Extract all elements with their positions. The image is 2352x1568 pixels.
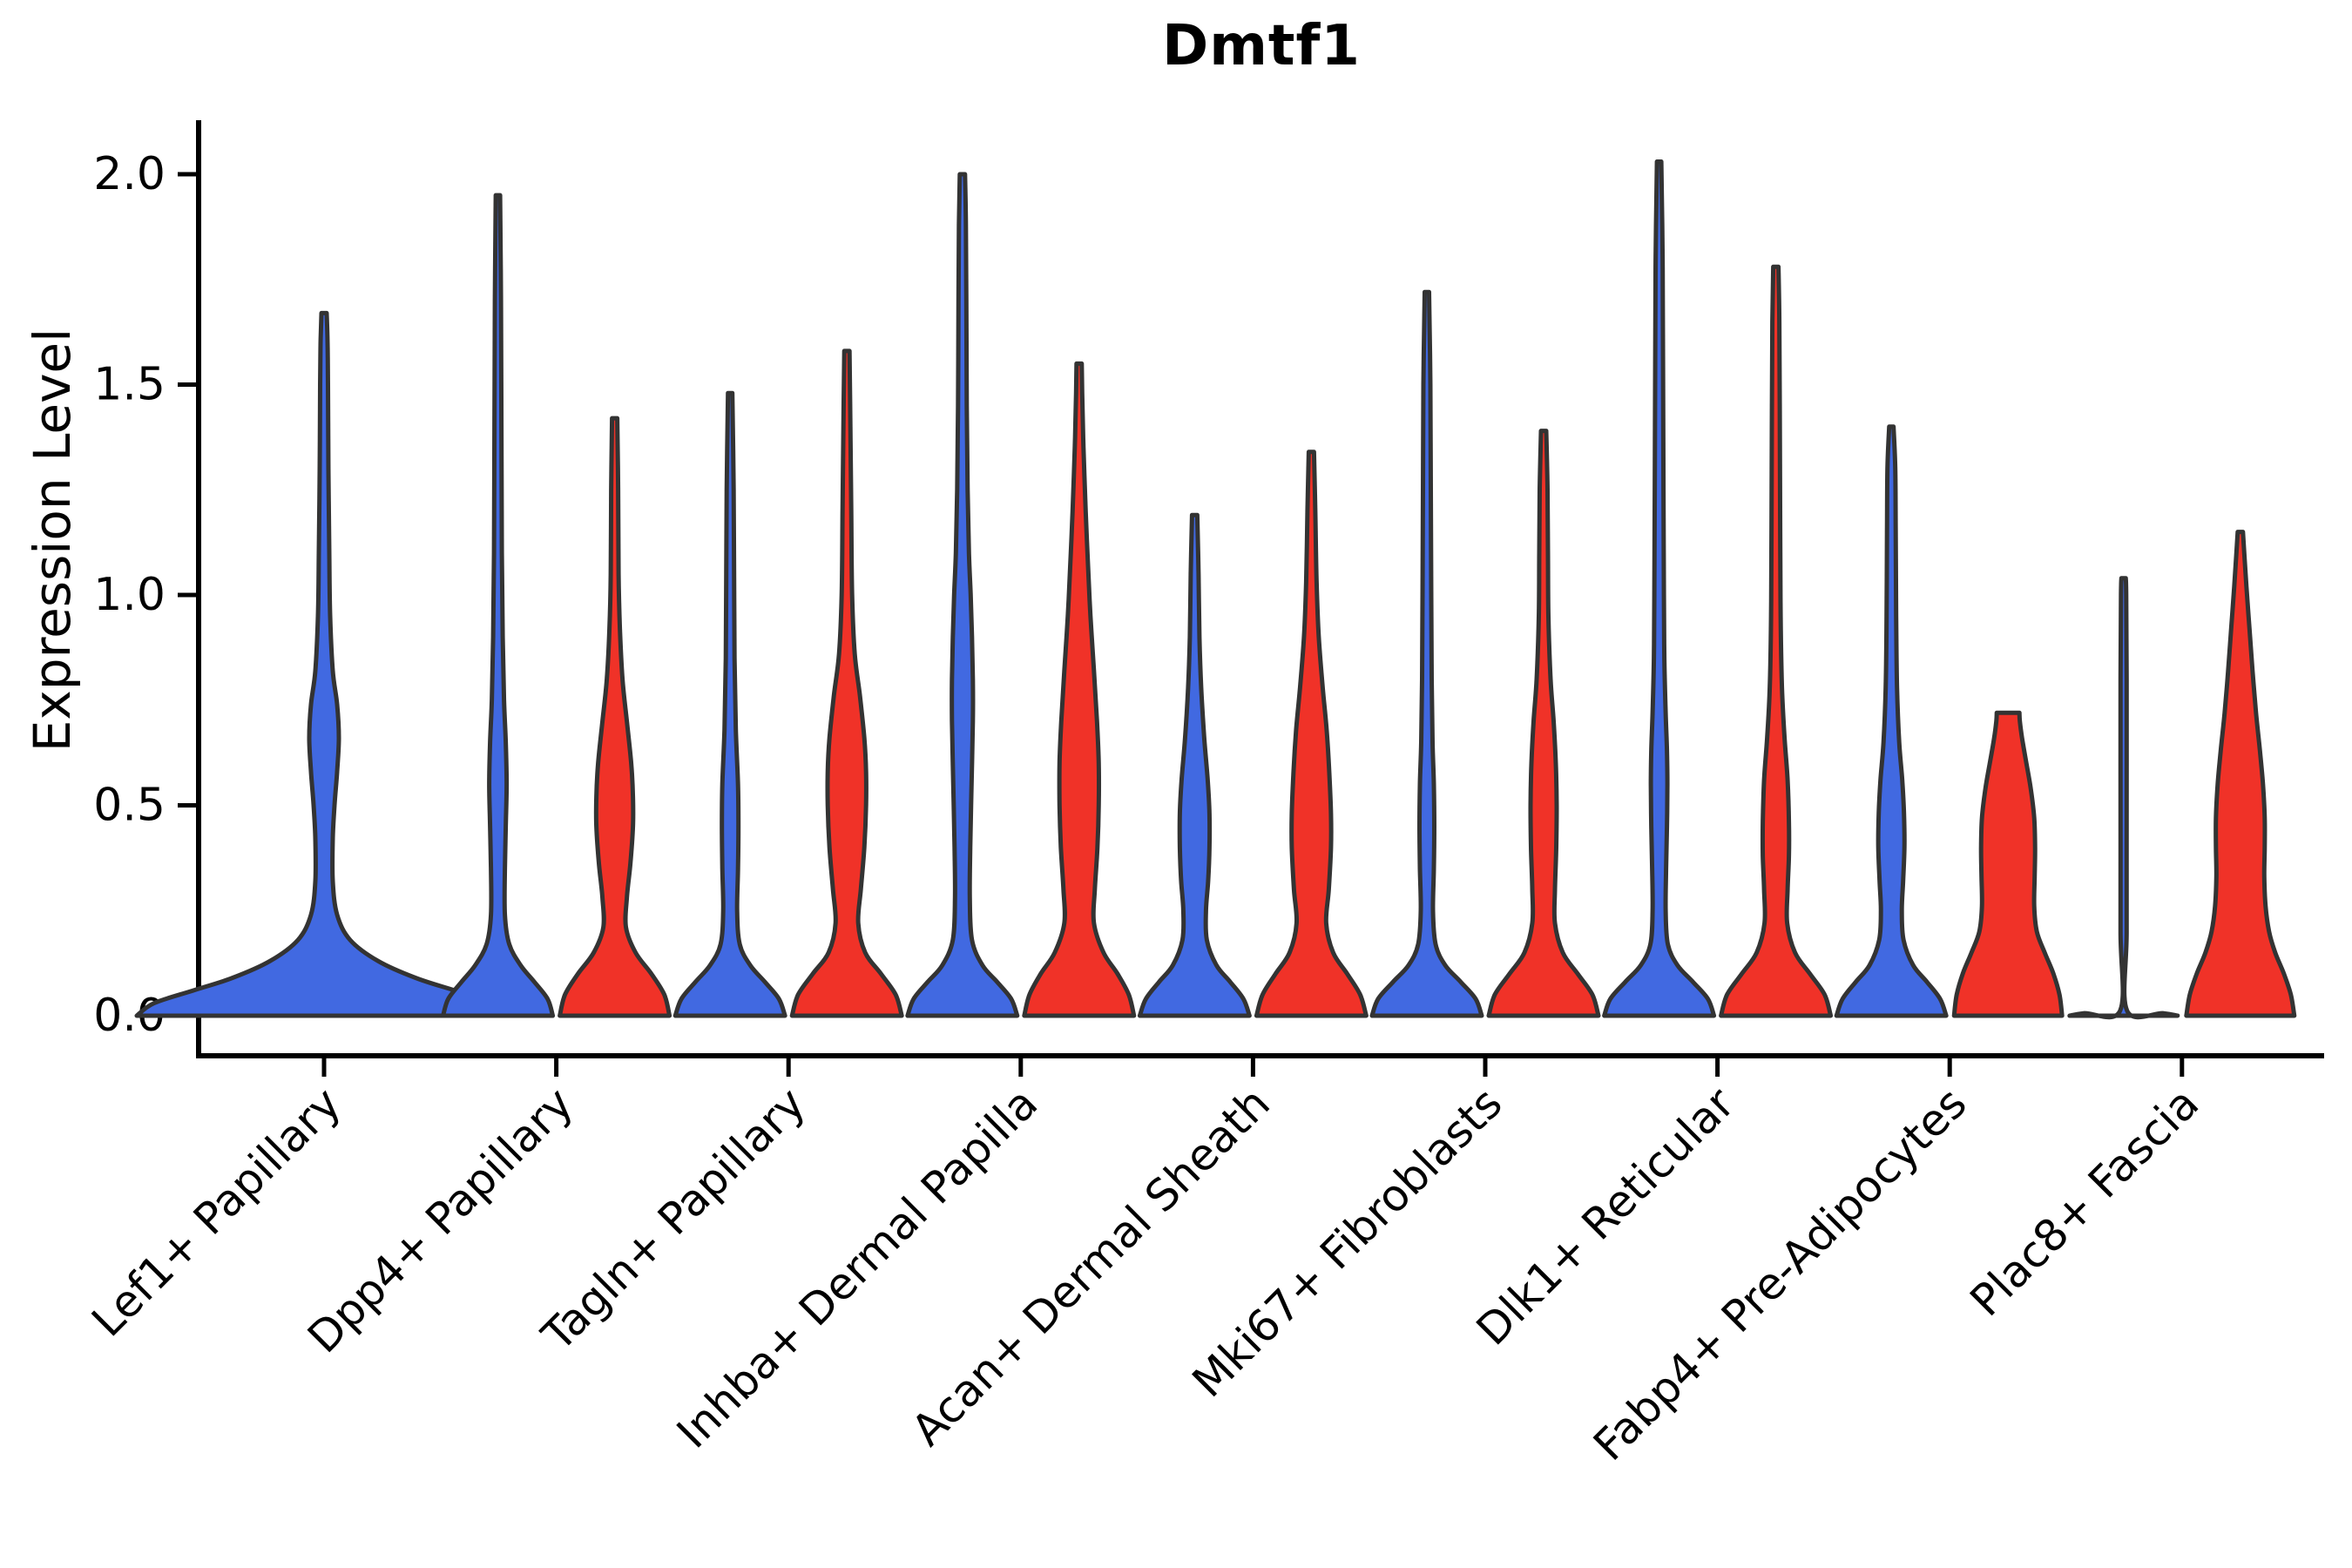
violin-tagln-papillary-blue (672, 390, 787, 1018)
y-tick-label: 2.0 (93, 148, 166, 200)
y-tick-label: 0.5 (93, 780, 166, 832)
violin-acan-dermal-sheath-red (1254, 449, 1369, 1018)
chart-title: Dmtf1 (1162, 14, 1361, 78)
violin-dlk1-reticular-blue (1602, 159, 1717, 1018)
y-tick-label: 1.5 (93, 359, 166, 411)
violin-dlk1-reticular-red (1719, 264, 1834, 1018)
x-tick-label-plac8-fascia: Plac8+ Fascia (1961, 1078, 2209, 1326)
y-tick-label: 1.0 (93, 569, 166, 621)
x-tick-label-fabp4-pre-adipocytes: Fabp4+ Pre-Adipocytes (1584, 1078, 1977, 1470)
violin-dpp4-papillary-red (558, 416, 672, 1018)
violin-fabp4-pre-adipocytes-red (1951, 710, 2065, 1018)
violin-inhba-dermal-papilla-red (1022, 361, 1137, 1018)
violin-plac8-fascia-blue (2067, 576, 2180, 1020)
violin-fabp4-pre-adipocytes-blue (1834, 424, 1949, 1018)
violin-plac8-fascia-red (2184, 530, 2297, 1018)
violin-tagln-papillary-red (789, 348, 904, 1018)
violin-lef1-papillary-blue (134, 310, 514, 1018)
violin-inhba-dermal-papilla-blue (905, 172, 1020, 1018)
x-tick-label-dlk1-reticular: Dlk1+ Reticular (1467, 1078, 1744, 1355)
violin-mki67-fibroblasts-red (1486, 429, 1601, 1018)
x-tick-label-lef1-papillary: Lef1+ Papillary (82, 1078, 350, 1346)
violin-dpp4-papillary-blue (441, 193, 556, 1018)
violin-mki67-fibroblasts-blue (1369, 289, 1484, 1018)
violin-acan-dermal-sheath-blue (1137, 512, 1252, 1018)
